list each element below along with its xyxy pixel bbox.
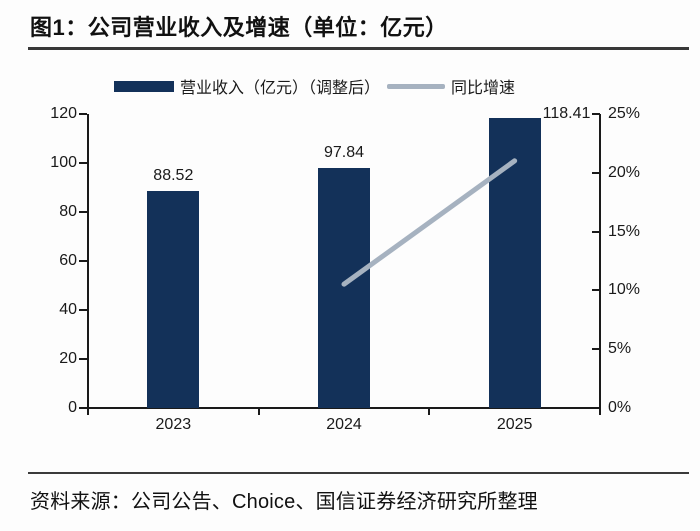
y-axis-right-tick (592, 171, 600, 174)
y-axis-left-tick-label: 80 (59, 203, 77, 220)
growth-line-path (341, 158, 518, 287)
x-tick-label-2023: 2023 (155, 416, 192, 433)
x-axis-tick (599, 409, 601, 415)
legend-item-revenue: 营业收入（亿元）（调整后） (114, 74, 380, 98)
x-axis-tick (87, 409, 89, 415)
y-axis-left-tick-label: 60 (59, 252, 77, 269)
y-axis-left-tick (79, 113, 87, 115)
y-axis-left (87, 114, 89, 410)
legend-label-growth: 同比增速 (451, 80, 516, 97)
bar-2025 (488, 117, 541, 408)
y-axis-right-tick (592, 113, 600, 115)
growth-line (341, 158, 518, 287)
y-axis-left-tick-label: 20 (59, 350, 77, 367)
figure-title: 图1：公司营业收入及增速（单位：亿元） (30, 15, 448, 40)
bar-2023 (147, 191, 200, 408)
y-axis-left-tick (79, 358, 87, 360)
y-axis-left-tick-label: 100 (50, 154, 77, 171)
y-axis-left-tick (79, 309, 87, 311)
y-axis-right-tick-label: 0% (608, 399, 632, 416)
y-axis-right-tick (592, 289, 600, 292)
bar-2024 (318, 168, 370, 408)
y-axis-right-tick-label: 5% (608, 340, 632, 358)
title-divider (28, 47, 689, 50)
y-axis-left-tick (79, 407, 87, 409)
source-note: 资料来源：公司公告、Choice、国信证券经济研究所整理 (30, 491, 538, 513)
y-axis-right-tick (592, 230, 600, 233)
y-axis-left-tick-label: 0 (68, 399, 77, 416)
y-axis-right (599, 114, 601, 410)
y-axis-right-tick-label: 20% (608, 163, 641, 181)
bar-value-label: 97.84 (323, 144, 365, 162)
y-axis-right-tick-label: 25% (608, 105, 641, 122)
bar-value-label: 118.41 (542, 104, 591, 122)
x-axis (87, 407, 601, 409)
y-axis-left-tick (79, 162, 87, 164)
legend-label-revenue: 营业收入（亿元）（调整后） (180, 80, 381, 97)
y-axis-right-tick (592, 407, 600, 409)
bar-series-swatch-icon (114, 80, 174, 92)
x-axis-tick (257, 409, 260, 415)
y-axis-right-tick (592, 348, 600, 351)
x-axis-tick (428, 409, 431, 415)
footer-divider (28, 472, 689, 474)
y-axis-left-tick-label: 120 (50, 105, 77, 122)
y-axis-right-tick-label: 10% (608, 281, 641, 299)
legend-item-growth: 同比增速 (387, 74, 515, 98)
x-tick-label-2025: 2025 (496, 416, 533, 433)
y-axis-left-tick (79, 211, 87, 213)
y-axis-right-tick-label: 15% (608, 222, 641, 240)
y-axis-left-tick (79, 260, 87, 262)
y-axis-left-tick-label: 40 (59, 301, 77, 318)
bar-value-label: 88.52 (153, 167, 194, 185)
x-tick-label-2024: 2024 (326, 416, 362, 433)
chart-legend: 营业收入（亿元）（调整后） 同比增速 (114, 74, 515, 98)
line-series-swatch-icon (387, 83, 446, 89)
